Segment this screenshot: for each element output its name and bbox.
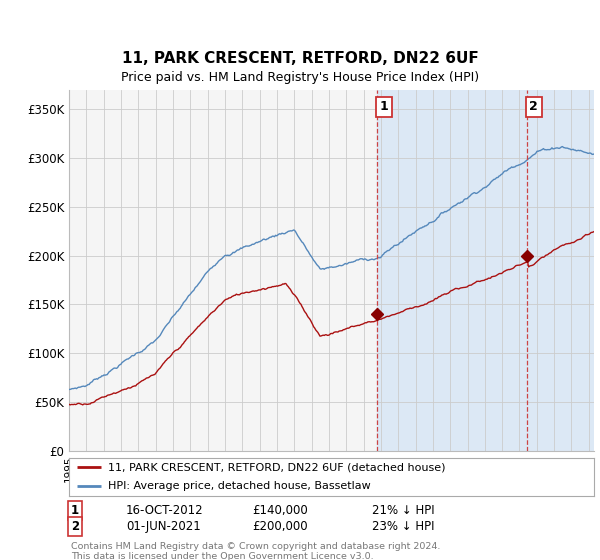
Text: 21% ↓ HPI: 21% ↓ HPI — [372, 504, 434, 517]
Text: Price paid vs. HM Land Registry's House Price Index (HPI): Price paid vs. HM Land Registry's House … — [121, 71, 479, 84]
Text: 1: 1 — [380, 100, 389, 114]
Text: 16-OCT-2012: 16-OCT-2012 — [126, 504, 203, 517]
Text: 2: 2 — [71, 520, 79, 533]
Text: £140,000: £140,000 — [252, 504, 308, 517]
Text: 2: 2 — [529, 100, 538, 114]
Text: 11, PARK CRESCENT, RETFORD, DN22 6UF (detached house): 11, PARK CRESCENT, RETFORD, DN22 6UF (de… — [109, 462, 446, 472]
Text: Contains HM Land Registry data © Crown copyright and database right 2024.
This d: Contains HM Land Registry data © Crown c… — [71, 542, 440, 560]
Bar — [377, 90, 600, 451]
Text: 23% ↓ HPI: 23% ↓ HPI — [372, 520, 434, 533]
Text: 01-JUN-2021: 01-JUN-2021 — [126, 520, 201, 533]
Text: HPI: Average price, detached house, Bassetlaw: HPI: Average price, detached house, Bass… — [109, 481, 371, 491]
Text: £200,000: £200,000 — [252, 520, 308, 533]
Text: 11, PARK CRESCENT, RETFORD, DN22 6UF: 11, PARK CRESCENT, RETFORD, DN22 6UF — [122, 52, 478, 66]
Text: 1: 1 — [71, 504, 79, 517]
